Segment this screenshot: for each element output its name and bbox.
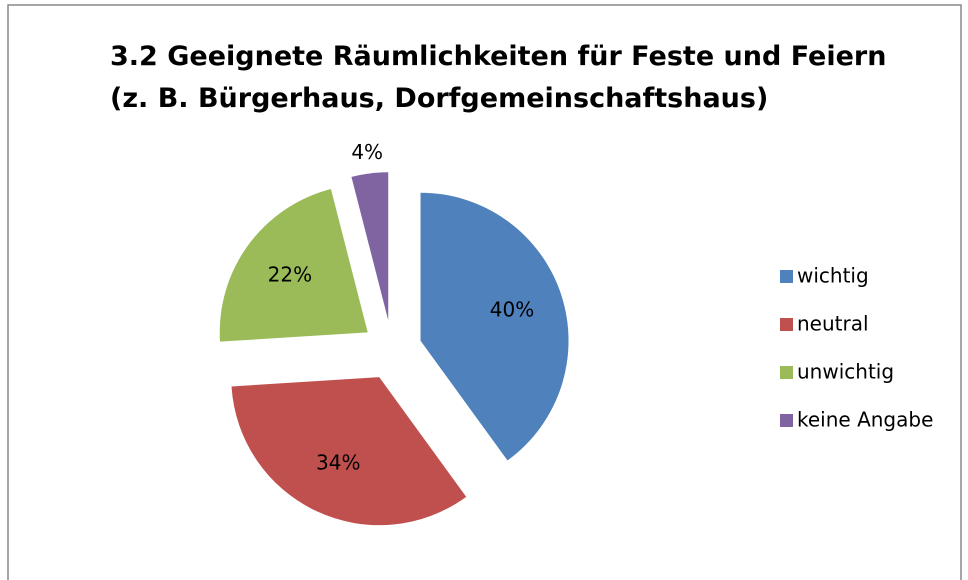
data-label: 40%	[490, 298, 534, 322]
chart-title: 3.2 Geeignete Räumlichkeiten für Feste u…	[110, 41, 887, 114]
legend-label: unwichtig	[797, 360, 894, 384]
pie-slice	[231, 377, 467, 526]
chart-frame	[7, 4, 962, 580]
legend-label: keine Angabe	[797, 408, 933, 432]
pie-slice	[420, 192, 569, 461]
legend-swatch	[780, 318, 793, 331]
legend-swatch	[780, 366, 793, 379]
legend-label: neutral	[797, 312, 869, 336]
data-label: 4%	[351, 140, 383, 164]
legend-swatch	[780, 270, 793, 283]
legend-label: wichtig	[797, 264, 869, 288]
data-label: 34%	[316, 451, 360, 475]
data-label: 22%	[268, 262, 312, 286]
pie-slice	[351, 172, 389, 321]
legend-swatch	[780, 414, 793, 427]
pie-slice	[219, 189, 368, 342]
